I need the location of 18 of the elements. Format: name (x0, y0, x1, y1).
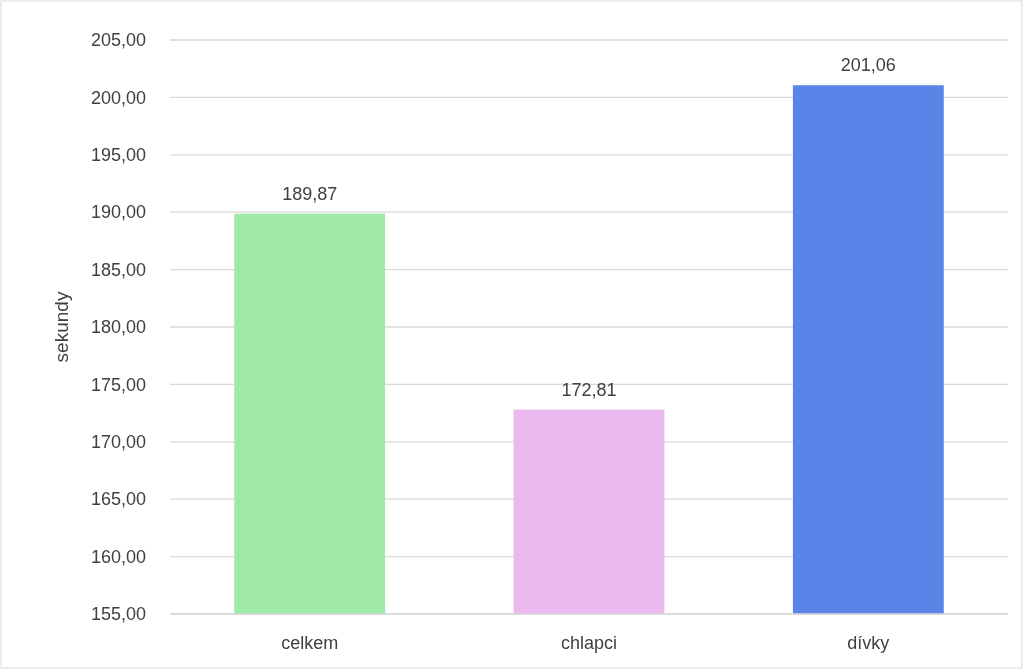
data-label: 172,81 (561, 379, 617, 400)
y-tick-label: 180,00 (90, 317, 146, 338)
y-tick-label: 155,00 (90, 604, 146, 625)
y-tick-label: 200,00 (90, 87, 146, 108)
y-tick-label: 165,00 (90, 489, 146, 510)
y-tick-label: 205,00 (90, 30, 146, 51)
y-tick-label: 170,00 (90, 432, 146, 453)
y-tick-label: 185,00 (90, 259, 146, 280)
y-tick-label: 190,00 (90, 202, 146, 223)
y-axis-title: sekundy (51, 291, 72, 363)
y-tick-label: 195,00 (90, 145, 146, 166)
x-tick-label: chlapci (560, 632, 618, 653)
data-label: 189,87 (282, 183, 338, 204)
data-label: 201,06 (840, 55, 896, 76)
y-tick-label: 160,00 (90, 546, 146, 567)
x-tick-label: celkem (281, 632, 339, 653)
x-tick-label: dívky (847, 632, 890, 653)
y-tick-label: 175,00 (90, 374, 146, 395)
